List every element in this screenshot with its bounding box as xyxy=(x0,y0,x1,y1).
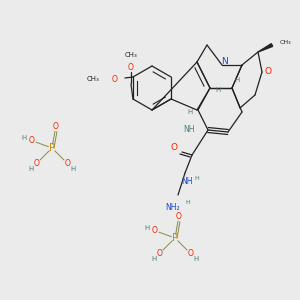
Text: O: O xyxy=(128,62,134,71)
Text: CH₃: CH₃ xyxy=(280,40,292,44)
Text: O: O xyxy=(265,68,272,76)
Text: O: O xyxy=(53,122,59,131)
Text: H: H xyxy=(144,225,149,231)
Text: O: O xyxy=(64,159,70,168)
Text: O: O xyxy=(188,249,194,258)
Text: O: O xyxy=(28,136,34,145)
Text: H: H xyxy=(215,87,220,93)
Text: NH₂: NH₂ xyxy=(166,202,180,211)
Text: H: H xyxy=(194,256,199,262)
Text: O: O xyxy=(157,249,162,258)
Text: H: H xyxy=(151,256,156,262)
Text: H: H xyxy=(28,166,33,172)
Text: O: O xyxy=(176,212,182,221)
Polygon shape xyxy=(258,44,273,52)
Text: P: P xyxy=(172,233,178,243)
Text: NH: NH xyxy=(183,125,195,134)
Text: O: O xyxy=(34,159,39,168)
Text: O: O xyxy=(170,143,178,152)
Text: CH₃: CH₃ xyxy=(124,52,137,58)
Text: H: H xyxy=(234,77,240,83)
Text: O: O xyxy=(112,74,118,83)
Text: CH₃: CH₃ xyxy=(86,76,99,82)
Text: H: H xyxy=(186,200,190,206)
Text: P: P xyxy=(49,143,55,153)
Text: H: H xyxy=(188,109,193,115)
Text: NH: NH xyxy=(181,176,193,185)
Text: H: H xyxy=(195,176,200,181)
Text: H: H xyxy=(21,135,26,141)
Text: N: N xyxy=(220,56,227,65)
Text: O: O xyxy=(152,226,157,235)
Text: H: H xyxy=(70,166,76,172)
